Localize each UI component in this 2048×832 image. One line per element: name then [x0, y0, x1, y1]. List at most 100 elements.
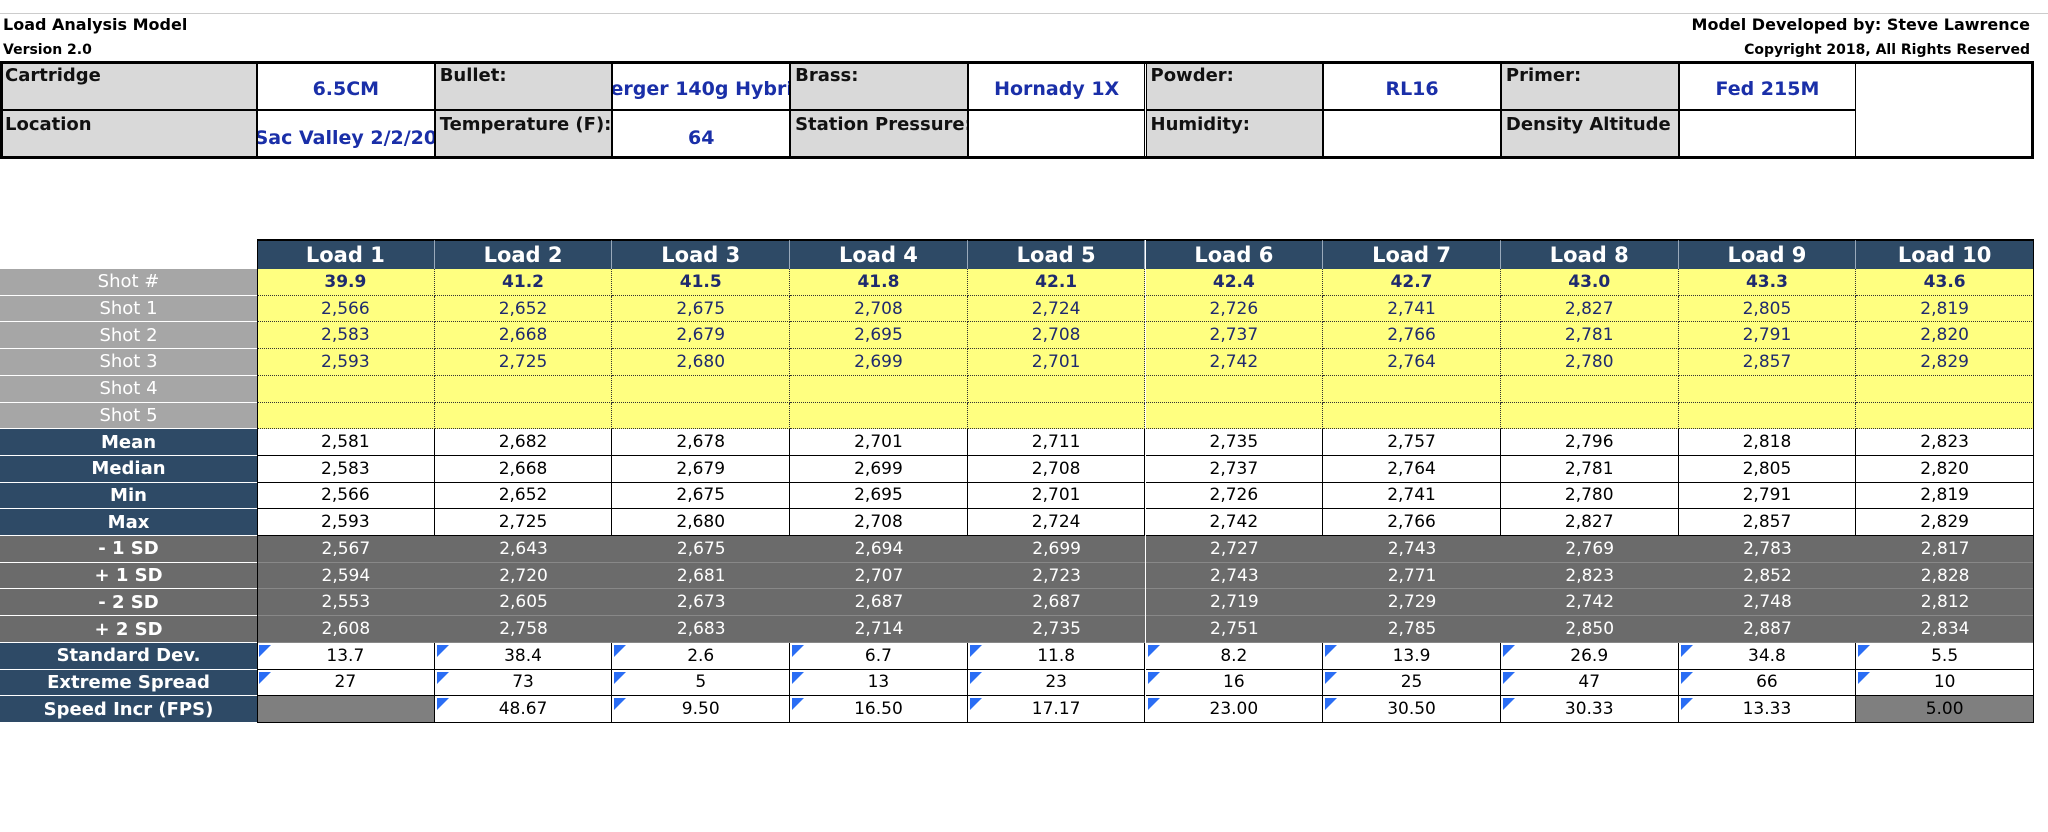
comment-marker[interactable]	[1147, 671, 1160, 684]
data-cell: 17.17	[967, 696, 1146, 723]
info-label: Bullet:	[434, 61, 613, 110]
data-cell: 2,729	[1323, 589, 1501, 617]
comment-marker[interactable]	[1147, 698, 1160, 711]
data-cell: 2,680	[612, 509, 791, 537]
data-cell: 2,583	[257, 455, 435, 483]
info-label: Density Altitude	[1500, 110, 1679, 159]
data-cell: 2,553	[257, 589, 435, 617]
info-value: Fed 215M	[1678, 61, 1857, 110]
comment-marker[interactable]	[436, 698, 449, 711]
data-cell: 2,583	[257, 322, 435, 350]
comment-marker[interactable]	[1325, 644, 1338, 657]
data-cell: 2,791	[1678, 322, 1857, 350]
comment-marker[interactable]	[969, 644, 982, 657]
info-label: Station Pressure:	[790, 110, 968, 159]
info-value: Sac Valley 2/2/20	[257, 110, 435, 159]
data-cell: 41.8	[790, 269, 968, 296]
data-cell	[1500, 375, 1679, 403]
data-cell: 2,742	[1145, 349, 1324, 376]
data-cell: 2,758	[434, 616, 613, 643]
comment-marker[interactable]	[436, 644, 449, 657]
data-cell: 13.7	[257, 642, 435, 670]
comment-marker[interactable]	[792, 698, 805, 711]
comment-marker[interactable]	[614, 671, 627, 684]
row-label: Shot 1	[0, 295, 257, 323]
comment-marker[interactable]	[1680, 644, 1693, 657]
data-cell: 9.50	[612, 696, 791, 723]
data-cell: 2,707	[790, 562, 968, 590]
comment-marker[interactable]	[1325, 698, 1338, 711]
data-cell: 2,695	[790, 322, 968, 350]
data-cell: 2,780	[1500, 482, 1679, 510]
info-value: Hornady 1X	[967, 61, 1146, 110]
row-label: Mean	[0, 429, 257, 456]
data-cell	[967, 375, 1146, 403]
comment-marker[interactable]	[1502, 671, 1515, 684]
comment-marker[interactable]	[1502, 644, 1515, 657]
data-cell: 2,805	[1678, 455, 1857, 483]
comment-marker[interactable]	[792, 671, 805, 684]
row-label: Shot 4	[0, 375, 257, 403]
row-label: Shot 5	[0, 402, 257, 430]
data-cell: 2,742	[1500, 589, 1679, 617]
data-cell: 42.7	[1323, 269, 1501, 296]
data-cell: 27	[257, 669, 435, 697]
data-cell: 2,817	[1856, 536, 2034, 563]
info-label: Powder:	[1145, 61, 1324, 110]
data-cell: 2,827	[1500, 509, 1679, 537]
comment-marker[interactable]	[1147, 644, 1160, 657]
data-cell: 2,743	[1323, 536, 1501, 563]
data-cell: 73	[434, 669, 613, 697]
data-cell: 2,742	[1145, 509, 1324, 537]
data-cell: 5.5	[1856, 642, 2034, 670]
info-label: Temperature (F):	[434, 110, 613, 159]
data-cell: 2,694	[790, 536, 968, 563]
data-cell: 16	[1145, 669, 1324, 697]
data-cell	[790, 375, 968, 403]
data-cell	[257, 402, 435, 430]
info-label: Humidity:	[1145, 110, 1324, 159]
data-cell: 2,594	[257, 562, 435, 590]
data-cell: 2,680	[612, 349, 791, 376]
data-cell	[612, 402, 791, 430]
data-cell	[967, 402, 1146, 430]
info-value: Berger 140g Hybrid	[612, 61, 791, 110]
comment-marker[interactable]	[1680, 671, 1693, 684]
comment-marker[interactable]	[259, 671, 271, 684]
data-cell: 2,724	[967, 509, 1146, 537]
data-cell: 6.7	[790, 642, 968, 670]
comment-marker[interactable]	[1858, 644, 1871, 657]
data-cell: 2,708	[790, 509, 968, 537]
data-cell: 2,764	[1323, 455, 1501, 483]
data-cell: 43.0	[1500, 269, 1679, 296]
comment-marker[interactable]	[436, 671, 449, 684]
comment-marker[interactable]	[792, 644, 805, 657]
data-cell: 66	[1678, 669, 1857, 697]
comment-marker[interactable]	[614, 698, 627, 711]
comment-marker[interactable]	[1680, 698, 1693, 711]
comment-marker[interactable]	[969, 698, 982, 711]
comment-marker[interactable]	[1325, 671, 1338, 684]
comment-marker[interactable]	[259, 644, 271, 657]
comment-marker[interactable]	[1858, 671, 1871, 684]
data-cell: 2,771	[1323, 562, 1501, 590]
data-cell: 2,720	[434, 562, 613, 590]
data-cell: 2,593	[257, 509, 435, 537]
comment-marker[interactable]	[614, 644, 627, 657]
row-label: Median	[0, 455, 257, 483]
row-label: Shot 2	[0, 322, 257, 350]
data-cell: 2,681	[612, 562, 791, 590]
data-cell: 2,818	[1678, 429, 1857, 456]
comment-marker[interactable]	[1502, 698, 1515, 711]
data-cell: 34.8	[1678, 642, 1857, 670]
data-cell: 23	[967, 669, 1146, 697]
data-cell: 2,687	[967, 589, 1146, 617]
load-header: Load 4	[790, 239, 968, 269]
comment-marker[interactable]	[969, 671, 982, 684]
row-label: Standard Dev.	[0, 642, 257, 670]
data-cell: 2,675	[612, 295, 791, 323]
data-cell: 5.00	[1856, 696, 2034, 723]
data-cell: 25	[1323, 669, 1501, 697]
data-cell: 43.3	[1678, 269, 1857, 296]
data-cell: 2,785	[1323, 616, 1501, 643]
